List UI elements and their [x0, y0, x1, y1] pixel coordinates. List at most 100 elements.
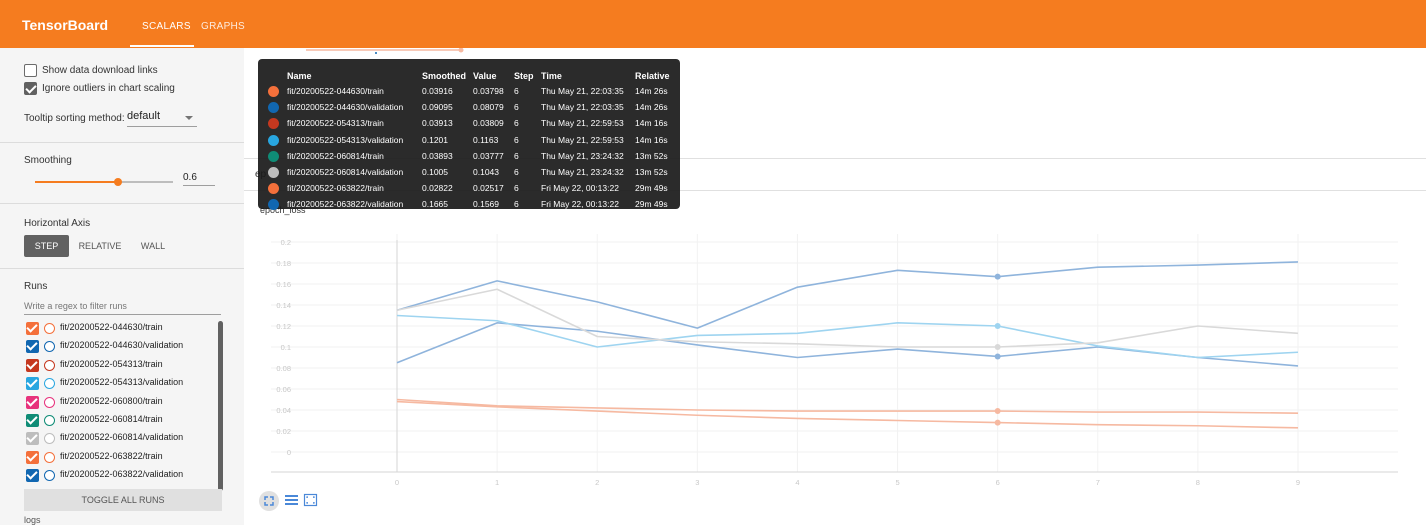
- tooltip-cell: 0.1569: [473, 199, 499, 210]
- run-color-swatch[interactable]: [44, 415, 55, 426]
- chart-card-title: epoch_loss: [260, 205, 306, 215]
- run-item[interactable]: fit/20200522-060814/train: [24, 412, 214, 430]
- axis-step-button[interactable]: STEP: [24, 235, 69, 257]
- tooltip-cell: 0.03809: [473, 118, 504, 129]
- tooltip-cell: fit/20200522-044630/validation: [287, 102, 404, 113]
- smoothing-slider-thumb[interactable]: [113, 178, 122, 186]
- smoothing-value-input[interactable]: 0.6: [183, 172, 215, 186]
- tooltip-cell: 0.08079: [473, 102, 504, 113]
- run-color-swatch[interactable]: [44, 451, 55, 463]
- chevron-down-icon: [185, 116, 193, 120]
- ignore-outliers-checkbox[interactable]: [24, 82, 37, 95]
- previous-card-remnant: [306, 48, 464, 54]
- axis-wall-button[interactable]: WALL: [140, 241, 166, 251]
- run-checkbox[interactable]: [26, 432, 39, 446]
- tooltip-cell: 6: [514, 118, 519, 129]
- series-line: [396, 398, 1299, 414]
- tooltip-cell: 0.02517: [473, 183, 504, 194]
- tooltip-cell: 0.03798: [473, 86, 504, 96]
- run-item[interactable]: fit/20200522-044630/train: [24, 320, 214, 338]
- fit-domain-icon: [264, 496, 274, 506]
- tooltip-run-color: [268, 102, 279, 114]
- run-checkbox[interactable]: [26, 340, 39, 354]
- menu-icon: [285, 495, 298, 505]
- x-tick-label: 3: [695, 478, 699, 487]
- hover-point: [994, 344, 1001, 350]
- tooltip-cell: fit/20200522-044630/train: [287, 86, 384, 96]
- tooltip-cell: 6: [514, 150, 519, 161]
- y-tick-label: 0.02: [276, 427, 291, 436]
- run-name: fit/20200522-060814/train: [60, 414, 163, 424]
- tooltip-header: Relative: [635, 71, 670, 81]
- expand-chart-button[interactable]: [303, 492, 321, 510]
- smoothing-slider[interactable]: [35, 178, 173, 186]
- x-tick-label: 1: [495, 478, 499, 487]
- run-checkbox[interactable]: [26, 414, 39, 427]
- brand-title: TensorBoard: [22, 17, 109, 33]
- tooltip-cell: 0.03777: [473, 150, 504, 161]
- run-checkbox[interactable]: [26, 358, 39, 372]
- run-checkbox[interactable]: [26, 377, 39, 391]
- run-color-swatch[interactable]: [44, 323, 55, 334]
- run-item[interactable]: fit/20200522-063822/train: [24, 449, 214, 467]
- tooltip-cell: Thu May 21, 22:03:35: [541, 102, 624, 113]
- toggle-legend-button[interactable]: [284, 492, 302, 510]
- runs-scrollbar[interactable]: [218, 321, 223, 491]
- run-color-swatch[interactable]: [44, 470, 55, 482]
- run-item[interactable]: fit/20200522-060814/validation: [24, 430, 214, 448]
- tooltip-run-color: [268, 150, 279, 162]
- run-checkbox[interactable]: [26, 322, 39, 335]
- tooltip-cell: Fri May 22, 00:13:22: [541, 199, 619, 210]
- tooltip-run-color: [268, 183, 279, 195]
- run-checkbox[interactable]: [26, 450, 39, 464]
- show-download-checkbox[interactable]: [24, 64, 37, 77]
- runs-title: Runs: [24, 281, 48, 292]
- tooltip-sort-select[interactable]: default: [127, 110, 197, 127]
- run-color-swatch[interactable]: [44, 359, 55, 371]
- run-checkbox[interactable]: [26, 469, 39, 483]
- divider: [0, 268, 244, 269]
- tooltip-cell: Fri May 22, 00:13:22: [541, 183, 619, 194]
- run-name: fit/20200522-044630/validation: [60, 340, 184, 351]
- axis-relative-button[interactable]: RELATIVE: [78, 241, 122, 251]
- tooltip-cell: fit/20200522-060814/validation: [287, 167, 404, 177]
- x-tick-label: 8: [1196, 478, 1200, 487]
- x-tick-label: 5: [895, 478, 899, 487]
- run-item[interactable]: fit/20200522-054313/validation: [24, 375, 214, 393]
- tooltip-cell: 6: [514, 134, 519, 145]
- run-item[interactable]: fit/20200522-063822/validation: [24, 467, 214, 485]
- tooltip-cell: 0.1665: [422, 199, 448, 210]
- tab-graphs[interactable]: GRAPHS: [201, 21, 246, 32]
- tooltip-cell: fit/20200522-063822/train: [287, 183, 384, 194]
- tooltip-cell: 29m 49s: [635, 183, 668, 194]
- run-color-swatch[interactable]: [44, 433, 55, 445]
- show-download-label: Show data download links: [42, 65, 158, 76]
- run-color-swatch[interactable]: [44, 396, 55, 408]
- run-color-swatch[interactable]: [44, 378, 55, 390]
- epoch-loss-chart[interactable]: 0.2 0.18 0.16 0.14 0.12 0.1 0.08 0.06 0.04 0.02 0 0…: [256, 218, 1412, 490]
- toggle-all-runs-button[interactable]: TOGGLE ALL RUNS: [24, 489, 222, 511]
- run-item[interactable]: fit/20200522-060800/train: [24, 394, 214, 412]
- y-tick-label: 0.18: [276, 259, 291, 268]
- y-tick-label: 0.06: [276, 385, 291, 394]
- fit-domain-button[interactable]: [259, 491, 279, 511]
- tab-scalars[interactable]: SCALARS: [142, 21, 191, 32]
- run-checkbox[interactable]: [26, 395, 39, 409]
- tooltip-cell: 14m 16s: [635, 118, 668, 129]
- tooltip-sort-value: default: [127, 110, 161, 122]
- run-color-swatch[interactable]: [44, 341, 55, 353]
- tooltip-cell: Thu May 21, 23:24:32: [541, 167, 624, 177]
- tooltip-cell: 6: [514, 102, 519, 113]
- tooltip-header: Step: [514, 71, 534, 81]
- tooltip-cell: 6: [514, 183, 519, 194]
- tooltip-cell: 0.1163: [473, 134, 499, 145]
- runs-filter-input[interactable]: Write a regex to filter runs: [24, 301, 221, 315]
- x-tick-label: 7: [1096, 478, 1100, 487]
- y-tick-label: 0.1: [281, 343, 291, 352]
- run-name: fit/20200522-060800/train: [60, 395, 163, 406]
- expand-icon: [303, 493, 318, 507]
- divider: [0, 142, 244, 143]
- run-item[interactable]: fit/20200522-054313/train: [24, 357, 214, 375]
- run-item[interactable]: fit/20200522-044630/validation: [24, 338, 214, 356]
- tooltip-cell: 0.09095: [422, 102, 453, 113]
